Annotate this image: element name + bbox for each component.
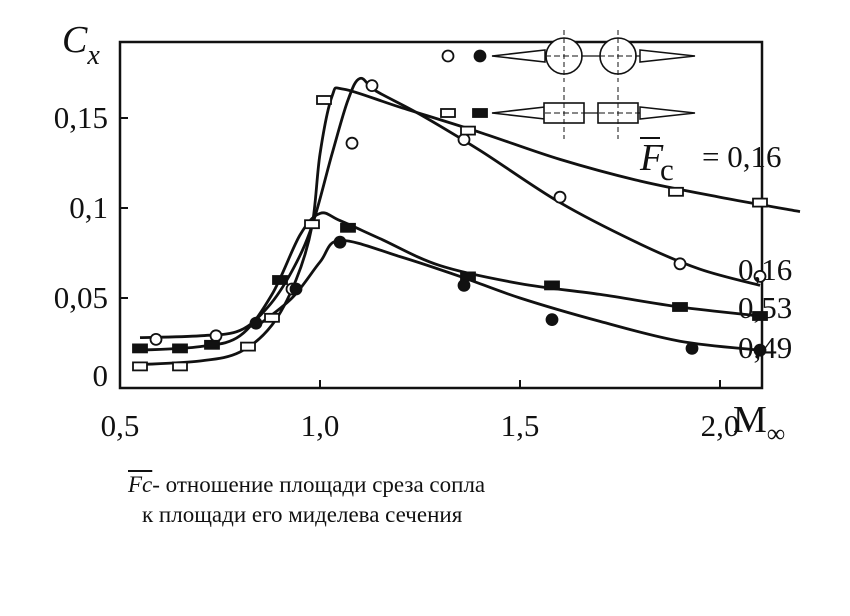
series-2-point-8 <box>752 311 768 321</box>
series-1-point-0 <box>132 361 148 372</box>
y-tick-label-2: 0,1 <box>69 190 108 225</box>
series-2-point-5 <box>460 271 476 282</box>
series-3-point-2 <box>333 235 347 249</box>
series-3-point-4 <box>545 313 559 327</box>
y-tick-label-3: 0,15 <box>54 100 108 135</box>
legend-header-value: = 0,16 <box>702 139 781 174</box>
series-3-point-1 <box>289 282 303 296</box>
legend-icon-0 <box>491 30 696 82</box>
series-0-point-7 <box>673 257 687 271</box>
series-1-point-8 <box>752 197 768 208</box>
y-axis-symbol: C <box>62 19 88 61</box>
legend-1-marker-open <box>440 108 456 118</box>
series-label-0-49: 0,49 <box>738 330 792 365</box>
series-2-point-3 <box>272 275 288 285</box>
x-tick-label-1: 1,0 <box>301 408 340 443</box>
x-tick-label-2: 1,5 <box>501 408 540 443</box>
x-axis-title: M∞ <box>733 399 785 448</box>
series-0-point-6 <box>553 190 567 204</box>
y-tick-label-1: 0,05 <box>54 280 108 315</box>
series-3-point-0 <box>249 316 263 330</box>
x-axis-symbol: M <box>733 399 767 441</box>
y-tick-label-0: 0 <box>93 358 109 393</box>
series-label-0-16: 0,16 <box>738 252 792 287</box>
series-1-point-4 <box>304 219 320 230</box>
legend-icon-1 <box>491 87 696 139</box>
series-line-1 <box>139 86 801 366</box>
series-2-point-1 <box>172 343 188 354</box>
series-0-point-1 <box>209 329 223 343</box>
series-3-point-3 <box>457 278 471 292</box>
series-1-point-7 <box>668 186 684 197</box>
curves-group <box>139 76 801 366</box>
series-0-point-4 <box>365 79 379 92</box>
plot-frame <box>118 40 764 390</box>
legend-0-marker-open <box>441 49 455 63</box>
caption-text-1: - отношение площади среза сопла <box>152 472 486 497</box>
series-0-point-5 <box>457 133 471 147</box>
legend-1-marker-filled <box>472 108 488 118</box>
markers-group <box>132 79 768 372</box>
caption-symbol: Fc <box>128 472 153 497</box>
y-axis-title: Cx <box>62 19 100 71</box>
series-2-point-6 <box>544 280 560 291</box>
drag-coefficient-chart: 0,5 1,0 1,5 2,0 0 0,05 0,1 0,15 Cx M∞ F c = 0,1… <box>54 19 801 448</box>
series-2-point-2 <box>204 339 220 350</box>
caption: Fc- отношение площади среза сопла к площ… <box>128 470 485 530</box>
caption-line-1: Fc- отношение площади среза сопла <box>128 470 485 500</box>
y-axis-subscript: x <box>86 40 100 71</box>
series-1-point-1 <box>172 361 188 372</box>
series-3-point-6 <box>753 343 767 357</box>
series-1-point-5 <box>316 95 332 105</box>
series-3-point-5 <box>685 341 699 355</box>
series-2-point-0 <box>132 343 148 354</box>
series-label-0-53: 0,53 <box>738 290 792 325</box>
x-tick-label-3: 2,0 <box>701 408 740 443</box>
legend-header: F c = 0,16 <box>639 137 781 187</box>
x-axis-subscript: ∞ <box>767 419 786 448</box>
legend-group <box>440 30 696 139</box>
legend-header-symbol: F <box>639 137 664 179</box>
x-tick-label-0: 0,5 <box>101 408 140 443</box>
series-line-3 <box>255 238 761 352</box>
caption-line-2: к площади его миделева сечения <box>142 502 463 527</box>
ticks-group: 0,5 1,0 1,5 2,0 0 0,05 0,1 0,15 <box>54 100 740 443</box>
series-0-point-3 <box>345 136 359 150</box>
series-0-point-0 <box>149 332 163 346</box>
series-2-point-4 <box>340 222 356 233</box>
legend-0-marker-filled <box>473 49 487 63</box>
series-0-point-8 <box>753 269 767 283</box>
legend-header-subscript: c <box>660 152 674 187</box>
series-1-point-3 <box>264 312 280 323</box>
series-line-2 <box>139 211 761 352</box>
series-1-point-6 <box>460 125 476 136</box>
series-2-point-7 <box>672 302 688 312</box>
series-1-point-2 <box>240 341 256 352</box>
